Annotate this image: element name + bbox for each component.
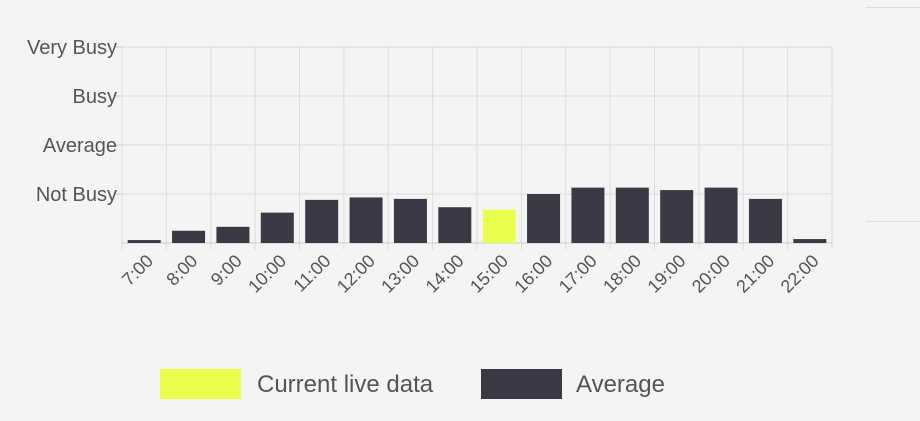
bar-average-800[interactable] [172, 230, 206, 243]
x-tick-label: 22:00 [777, 251, 823, 297]
x-tick-label: 17:00 [555, 251, 601, 297]
x-tick-label: 19:00 [644, 251, 690, 297]
y-tick-label: Not Busy [36, 184, 117, 206]
x-tick-label: 15:00 [466, 251, 512, 297]
bar-average-1600[interactable] [527, 194, 561, 243]
legend-swatch-average [481, 369, 562, 399]
legend-label-average: Average [576, 371, 665, 398]
legend: Current live data Average [160, 369, 665, 399]
divider-line-top [866, 7, 920, 8]
y-tick-label: Busy [73, 86, 117, 108]
legend-item-average[interactable]: Average [481, 369, 665, 399]
bar-average-1800[interactable] [615, 187, 649, 243]
bar-average-1900[interactable] [660, 190, 694, 243]
x-tick-label: 20:00 [688, 251, 734, 297]
x-tick-label: 8:00 [162, 251, 201, 290]
divider-line-middle [866, 221, 920, 222]
bar-current-live-data-1500[interactable] [482, 209, 516, 243]
legend-label-current-live-data: Current live data [257, 371, 434, 398]
x-tick-label: 14:00 [422, 251, 468, 297]
x-tick-label: 12:00 [333, 251, 379, 297]
x-tick-label: 16:00 [510, 251, 556, 297]
bar-average-1300[interactable] [393, 198, 427, 243]
x-tick-label: 10:00 [244, 251, 290, 297]
x-tick-label: 18:00 [599, 251, 645, 297]
y-tick-label: Very Busy [27, 37, 117, 59]
x-tick-label: 21:00 [732, 251, 778, 297]
bar-average-1700[interactable] [571, 187, 605, 243]
y-axis-ticks: Not Busy Average Busy Very Busy [27, 37, 122, 206]
x-tick-label: 9:00 [207, 251, 246, 290]
legend-swatch-current-live-data [160, 369, 241, 399]
y-tick-label: Average [43, 135, 117, 157]
bar-average-1000[interactable] [260, 212, 294, 243]
x-tick-label: 11:00 [289, 251, 334, 296]
x-tick-label: 7:00 [118, 251, 157, 290]
bars [127, 187, 827, 243]
bar-average-1400[interactable] [438, 207, 472, 243]
legend-item-current-live-data[interactable]: Current live data [160, 369, 434, 399]
bar-average-2200[interactable] [793, 239, 827, 243]
bar-average-1200[interactable] [349, 197, 383, 243]
bar-average-700[interactable] [127, 240, 161, 243]
bar-average-900[interactable] [216, 226, 250, 243]
x-tick-label: 13:00 [377, 251, 423, 297]
bar-average-1100[interactable] [305, 199, 339, 243]
bar-average-2100[interactable] [748, 198, 782, 243]
bar-average-2000[interactable] [704, 187, 738, 243]
